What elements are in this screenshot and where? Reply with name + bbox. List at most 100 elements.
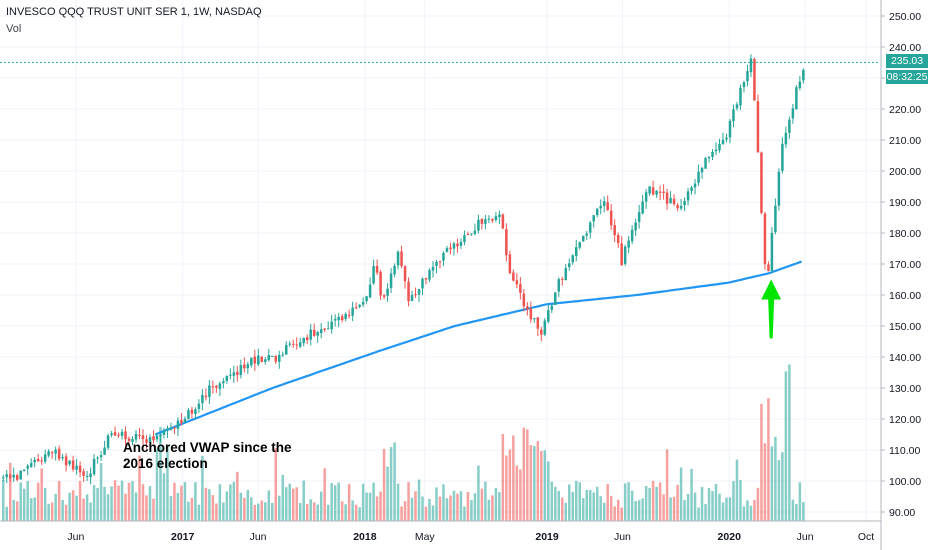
volume-bar [351, 500, 354, 521]
volume-bar [347, 483, 351, 521]
vwap-series [154, 260, 802, 436]
candle-body [379, 271, 382, 296]
price-tick-label: 90.00 [889, 507, 915, 519]
volume-bar [141, 484, 145, 521]
candlestick-series [1, 54, 805, 485]
candle-body [330, 321, 333, 330]
candle-body [438, 261, 442, 263]
candle-body [721, 139, 725, 145]
volume-bar [784, 371, 788, 521]
candle-body [295, 344, 298, 346]
candle-body [442, 252, 445, 261]
candle-body [173, 427, 176, 429]
volume-bar [267, 490, 271, 521]
candle-body [452, 243, 456, 249]
candle-body [676, 205, 679, 209]
price-tick-label: 160.00 [889, 290, 921, 302]
candle-body [690, 187, 693, 191]
volume-bar [340, 501, 344, 521]
candle-body [568, 263, 571, 268]
volume-bar [466, 491, 470, 521]
volume-bar [389, 447, 393, 521]
candle-body [641, 201, 644, 214]
time-tick-label: 2017 [171, 531, 195, 543]
price-axis[interactable]: 250.00240.00230.00220.00210.00200.00190.… [880, 0, 921, 550]
candle-body [386, 288, 389, 296]
volume-bar [298, 503, 302, 521]
candle-body [99, 455, 103, 458]
time-axis[interactable]: Jun 2017 Jun 2018 May 2019 Jun 2020 Jun Oct [0, 520, 881, 543]
candle-body [267, 355, 271, 361]
volume-bar [676, 484, 679, 521]
volume-bar [148, 486, 152, 521]
volume-bar [215, 503, 218, 521]
volume-bar [431, 505, 435, 521]
volume-bar [697, 507, 700, 521]
candle-body [145, 439, 148, 443]
candle-body [225, 376, 229, 382]
volume-bar [417, 479, 421, 521]
volume-bar [47, 503, 50, 521]
volume-bar [470, 500, 473, 521]
candle-body [208, 385, 211, 397]
candle-body [435, 261, 438, 266]
candle-body [365, 296, 368, 302]
candle-body [400, 251, 403, 267]
candle-body [351, 307, 354, 316]
volume-bar [204, 487, 208, 521]
time-tick-label: Jun [614, 531, 631, 543]
volume-bar [96, 487, 99, 521]
candle-body [211, 386, 215, 388]
volume-bar [71, 490, 75, 521]
volume-bar [368, 492, 372, 521]
candle-body [770, 232, 774, 271]
volume-bar [480, 488, 484, 521]
volume-bar [288, 483, 292, 521]
volume-bar [243, 497, 246, 521]
candle-body [54, 449, 57, 454]
volume-bar [442, 484, 445, 521]
volume-bar [1, 479, 5, 521]
candle-body [557, 279, 561, 292]
volume-bar [33, 497, 36, 521]
candle-body [480, 218, 484, 224]
candle-body [120, 431, 124, 436]
candle-body [326, 328, 330, 330]
candle-body [103, 447, 106, 455]
candle-body [89, 473, 92, 478]
volume-bar [333, 485, 337, 521]
candle-body [540, 329, 543, 335]
candle-body [665, 192, 669, 204]
candle-body [445, 248, 449, 252]
candle-body [117, 434, 120, 436]
volume-bar [68, 492, 71, 521]
candle-body [494, 216, 498, 221]
volume-bar [344, 504, 347, 521]
volume-bar [190, 497, 194, 521]
candle-body [316, 332, 319, 336]
volume-bar [22, 488, 26, 521]
volume-legend-label: Vol [6, 23, 22, 35]
candle-body [519, 284, 522, 293]
volume-bar [798, 482, 802, 521]
candle-body [620, 243, 623, 266]
volume-bar [634, 501, 637, 521]
volume-bar [316, 504, 319, 521]
volume-bar [564, 502, 568, 521]
price-tick-label: 180.00 [889, 228, 921, 240]
volume-bar [43, 488, 47, 521]
candle-body [271, 355, 274, 357]
price-tick-label: 220.00 [889, 104, 921, 116]
candle-body [113, 432, 117, 436]
candle-body [550, 305, 554, 310]
volume-bar [704, 504, 707, 521]
volume-bar [295, 487, 298, 521]
volume-bar [756, 487, 760, 521]
volume-bar [739, 479, 742, 521]
candle-body [152, 436, 155, 441]
volume-bar [777, 460, 781, 521]
candle-body [686, 191, 690, 201]
volume-bar [407, 482, 410, 521]
annotation-line-2: 2016 election [123, 456, 208, 471]
